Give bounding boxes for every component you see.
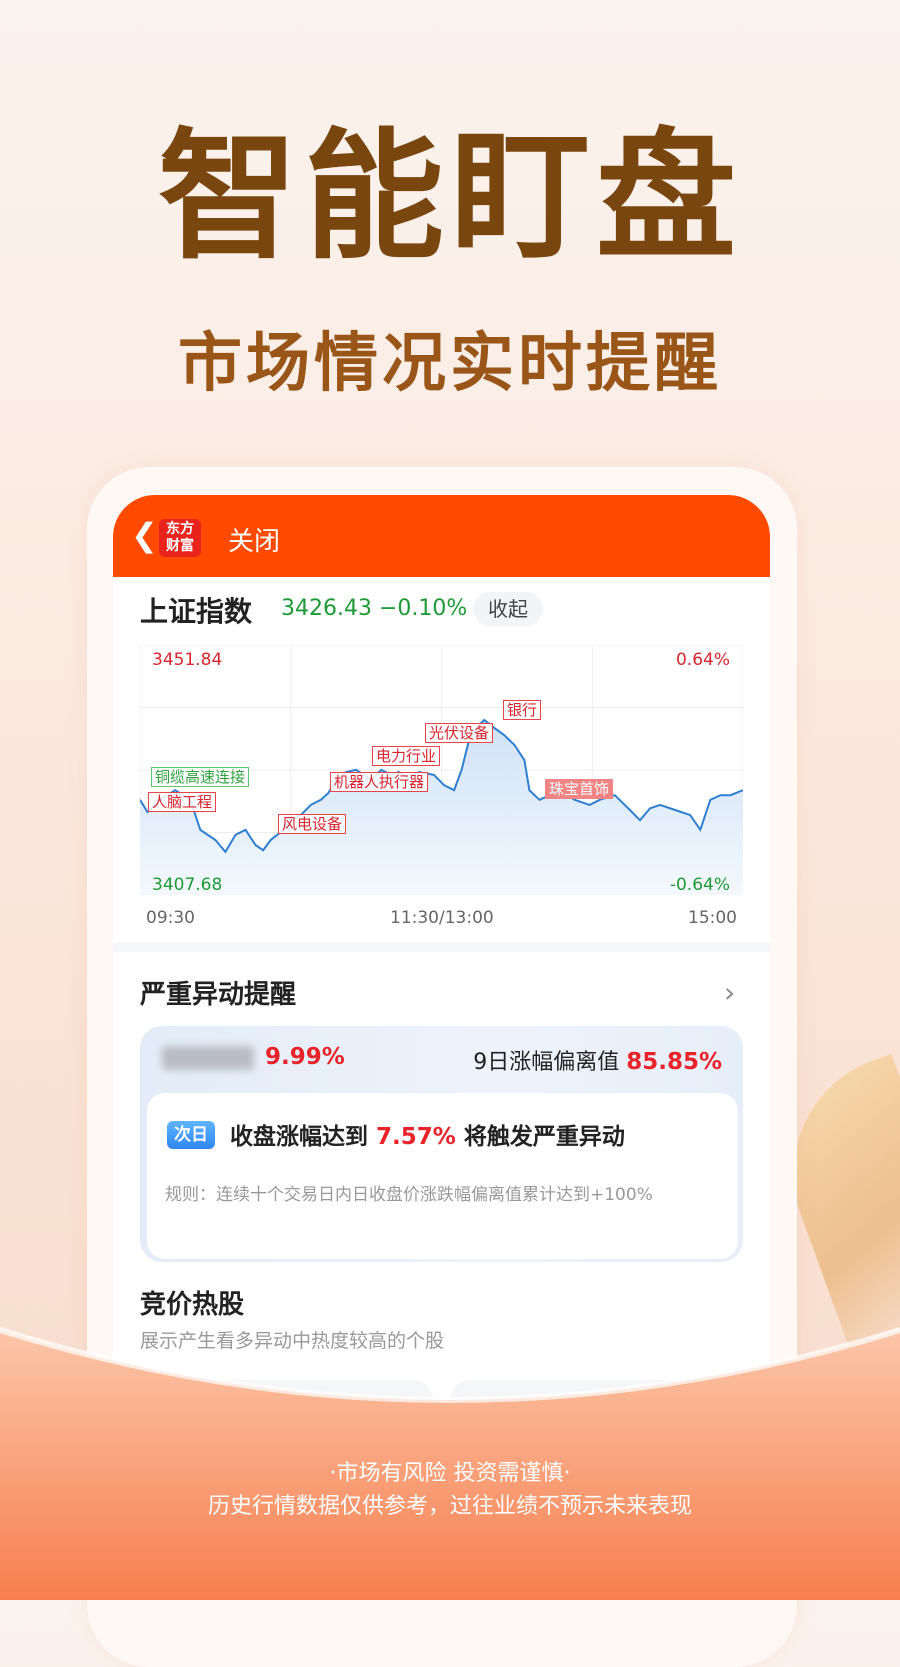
- chart-annotation[interactable]: 人脑工程: [148, 792, 217, 812]
- chevron-left-icon[interactable]: ❮: [131, 516, 158, 554]
- chart-annotation[interactable]: 风电设备: [278, 814, 347, 834]
- blurred-stock-name: [162, 1046, 254, 1070]
- footer-wave: [0, 1330, 900, 1600]
- hot-section-subtitle: 展示产生看多异动中热度较高的个股: [140, 1330, 445, 1352]
- hot-section-title: 竞价热股: [140, 1290, 245, 1320]
- deviation-row: 9日涨幅偏离值 85.85%: [473, 1044, 722, 1076]
- alert-section-title: 严重异动提醒: [140, 980, 297, 1010]
- chevron-right-icon[interactable]: ›: [724, 976, 736, 1009]
- risk-warning: ·市场有风险 投资需谨慎·: [329, 1461, 571, 1486]
- rule-text: 规则：连续十个交易日内日收盘价涨跌幅偏离值累计达到+100%: [165, 1185, 653, 1205]
- close-button[interactable]: 关闭: [228, 527, 281, 557]
- chart-annotation[interactable]: 银行: [503, 700, 542, 720]
- divider: [113, 942, 770, 952]
- hero-subtitle: 市场情况实时提醒: [178, 327, 722, 401]
- deviation-label: 9日涨幅偏离值: [473, 1050, 620, 1075]
- deviation-value: 85.85%: [626, 1049, 722, 1075]
- intraday-chart: [140, 645, 743, 895]
- chart-annotation[interactable]: 电力行业: [372, 746, 441, 766]
- x-tick-close: 15:00: [688, 908, 737, 928]
- x-tick-open: 09:30: [146, 908, 195, 928]
- next-day-badge: 次日: [167, 1121, 215, 1149]
- stock-change: 9.99%: [265, 1044, 345, 1070]
- pct-min-label: -0.64%: [669, 875, 730, 895]
- price-line: [140, 718, 743, 854]
- hero-title: 智能盯盘: [157, 116, 742, 279]
- price-area: [140, 720, 743, 895]
- index-value: 3426.43 −0.10%: [281, 596, 468, 621]
- y-max-label: 3451.84: [152, 650, 223, 670]
- chart-annotation[interactable]: 光伏设备: [425, 723, 494, 743]
- index-name: 上证指数: [140, 595, 253, 628]
- chart-annotation[interactable]: 机器人执行器: [330, 772, 429, 792]
- disclaimer: 历史行情数据仅供参考，过往业绩不预示未来表现: [207, 1494, 692, 1519]
- alert-detail-card: [147, 1093, 738, 1259]
- alert-text: 收盘涨幅达到 7.57% 将触发严重异动: [230, 1124, 625, 1150]
- collapse-button[interactable]: 收起: [473, 592, 543, 626]
- y-min-label: 3407.68: [152, 875, 223, 895]
- app-logo: 东方 财富: [159, 519, 201, 557]
- chart-annotation[interactable]: 珠宝首饰: [545, 779, 614, 799]
- x-tick-midday: 11:30/13:00: [390, 908, 494, 928]
- pct-max-label: 0.64%: [675, 650, 730, 670]
- app-header: ❮ 东方 财富 关闭: [113, 495, 770, 577]
- chart-annotation[interactable]: 铜缆高速连接: [151, 767, 250, 787]
